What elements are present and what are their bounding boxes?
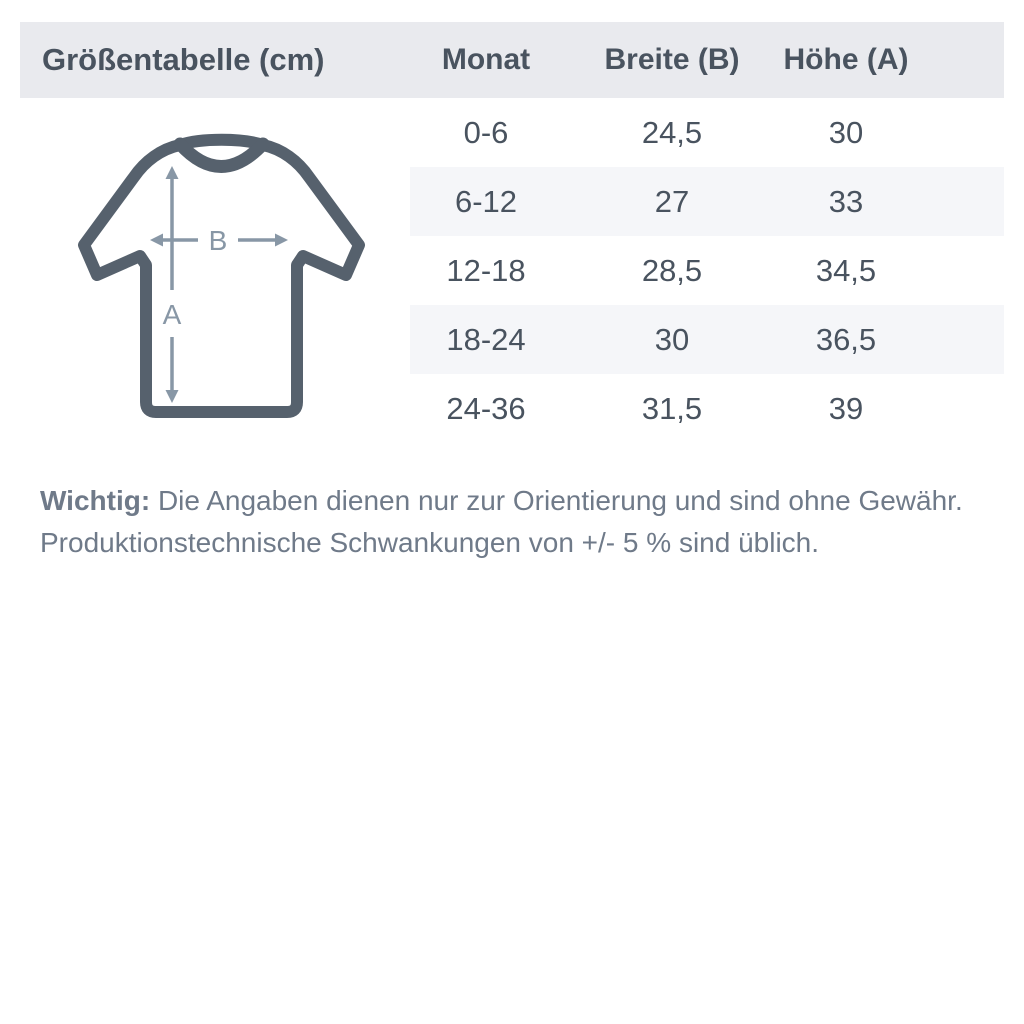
page-title: Größentabelle (cm)	[42, 42, 325, 77]
cell-breite: 28,5	[641, 252, 703, 288]
cell-hoehe: 36,5	[815, 321, 877, 357]
height-arrow	[165, 166, 179, 403]
column-header-hoehe: Höhe (A)	[783, 43, 909, 76]
tshirt-collar-icon	[173, 137, 270, 173]
cell-breite: 31,5	[641, 390, 703, 426]
tshirt-diagram: A B	[78, 133, 365, 418]
cell-hoehe: 34,5	[815, 252, 877, 288]
width-arrow	[150, 233, 288, 247]
tshirt-outline-icon	[78, 133, 365, 418]
cell-breite: 24,5	[641, 114, 703, 150]
table-row: 12-18 28,5 34,5	[410, 236, 1004, 305]
cell-monat: 24-36	[446, 390, 526, 426]
table-row: 6-12 27 33	[410, 167, 1004, 236]
column-header-breite: Breite (B)	[604, 43, 740, 76]
height-label: A	[163, 299, 182, 330]
cell-monat: 18-24	[446, 321, 526, 357]
cell-hoehe: 30	[828, 114, 864, 150]
cell-breite: 30	[654, 321, 690, 357]
cell-hoehe: 33	[828, 183, 864, 219]
table-header: Größentabelle (cm) Monat Breite (B) Höhe…	[20, 22, 1004, 98]
width-label: B	[209, 225, 228, 256]
table-row: 18-24 30 36,5	[410, 305, 1004, 374]
disclaimer-note: Wichtig: Die Angaben dienen nur zur Orie…	[40, 480, 990, 564]
cell-breite: 27	[654, 183, 690, 219]
disclaimer-label: Wichtig:	[40, 485, 151, 516]
cell-monat: 0-6	[463, 114, 509, 150]
cell-monat: 6-12	[454, 183, 518, 219]
cell-hoehe: 39	[828, 390, 864, 426]
table-row: 24-36 31,5 39	[410, 374, 1004, 443]
column-header-monat: Monat	[441, 43, 531, 76]
disclaimer-line2: Produktionstechnische Schwankungen von +…	[40, 527, 820, 558]
table-row: 0-6 24,5 30	[410, 98, 1004, 167]
size-table-body: 0-6 24,5 30 6-12 27 33 12-18 28,5 34,5 1…	[410, 98, 1004, 443]
cell-monat: 12-18	[446, 252, 526, 288]
disclaimer-line1: Die Angaben dienen nur zur Orientierung …	[157, 485, 963, 516]
